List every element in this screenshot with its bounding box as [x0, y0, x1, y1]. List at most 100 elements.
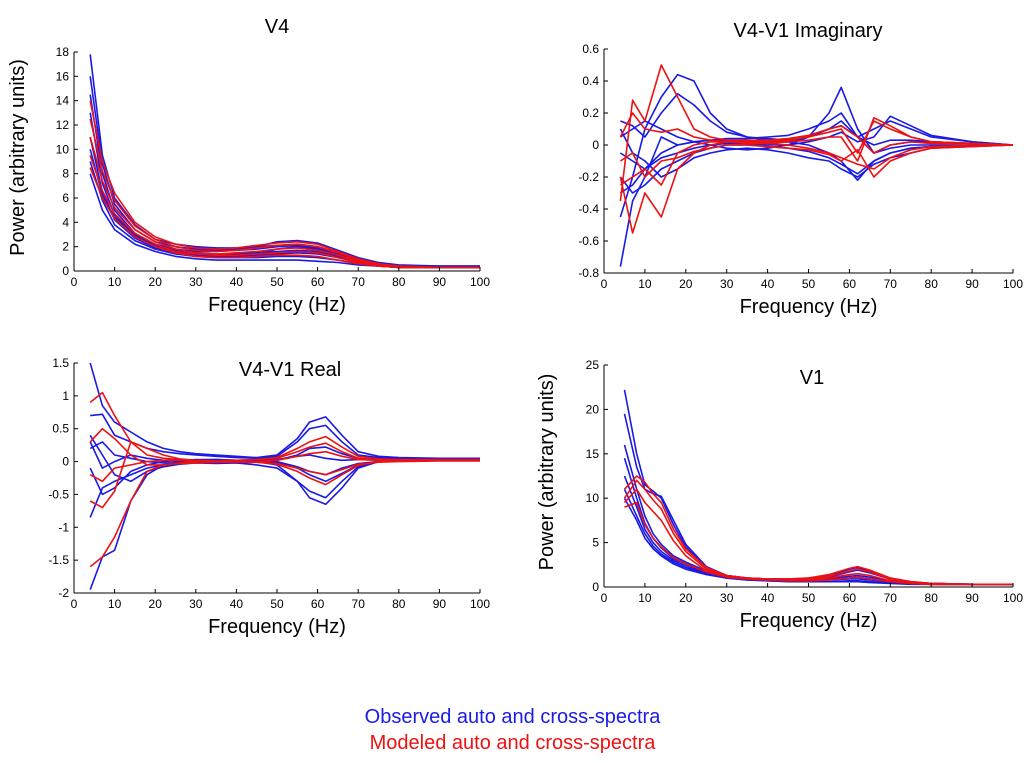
x-tick-label: 100	[1003, 277, 1023, 291]
y-tick-label: -1	[58, 520, 69, 534]
x-tick-label: 0	[71, 597, 78, 611]
observed-series-line	[90, 413, 480, 460]
y-tick-label: 0	[592, 580, 599, 594]
modeled-series-line	[89, 441, 480, 509]
y-tick-label: 20	[586, 402, 600, 416]
series-lines	[619, 64, 1014, 267]
panel-v4: 0 10 20 30 40 50 60 70 80 90 100 0 2 4 6 8 10 12 14 16 18 V4 F…	[7, 16, 490, 316]
y-tick-label: -1.5	[48, 553, 69, 567]
y-tick-label: 16	[56, 69, 70, 83]
panel-v4-v1-imaginary: 0 10 20 30 40 50 60 70 80 90 100 -0.8 -0.6 -0.4 -0.2 0 0…	[578, 20, 1023, 318]
y-tick-label: -0.6	[578, 234, 599, 248]
y-tick-label: -0.2	[578, 170, 599, 184]
x-tick-label: 80	[392, 597, 406, 611]
y-tick-label: 18	[56, 45, 70, 59]
x-tick-label: 70	[352, 275, 366, 289]
modeled-series-line	[89, 136, 480, 269]
modeled-series-line	[619, 112, 1014, 162]
x-tick-label: 30	[720, 277, 734, 291]
x-tick-label: 30	[189, 597, 203, 611]
modeled-series-line	[89, 459, 480, 483]
y-tick-label: 0.2	[582, 106, 599, 120]
y-tick-label: 0.4	[582, 74, 599, 88]
y-tick-label: 1.5	[52, 356, 69, 370]
modeled-series-line	[624, 501, 1013, 586]
x-axis-label: Frequency (Hz)	[740, 296, 878, 318]
x-tick-label: 80	[925, 591, 939, 605]
x-tick-label: 70	[884, 591, 898, 605]
x-tick-label: 50	[802, 277, 816, 291]
y-tick-label: 4	[62, 215, 69, 229]
modeled-series-line	[619, 64, 1014, 202]
x-tick-label: 20	[149, 275, 163, 289]
x-tick-label: 90	[965, 591, 979, 605]
x-tick-label: 50	[270, 597, 284, 611]
series-lines	[89, 54, 480, 269]
x-tick-label: 80	[925, 277, 939, 291]
x-tick-label: 0	[601, 591, 608, 605]
x-tick-label: 100	[470, 597, 490, 611]
x-tick-label: 0	[601, 277, 608, 291]
x-tick-label: 60	[311, 597, 325, 611]
x-tick-label: 70	[884, 277, 898, 291]
y-tick-label: 10	[586, 491, 600, 505]
x-tick-label: 20	[679, 277, 693, 291]
x-axis-label: Frequency (Hz)	[740, 610, 878, 632]
x-tick-label: 40	[230, 275, 244, 289]
modeled-series-line	[89, 100, 480, 269]
y-tick-label: -2	[58, 586, 69, 600]
y-tick-label: 2	[62, 240, 69, 254]
modeled-series-line	[89, 459, 480, 568]
x-axis-label: Frequency (Hz)	[208, 616, 346, 638]
observed-series-line	[623, 413, 1013, 586]
x-tick-label: 60	[843, 591, 857, 605]
x-tick-label: 10	[638, 591, 652, 605]
x-tick-label: 60	[311, 275, 325, 289]
x-tick-label: 50	[802, 591, 816, 605]
x-tick-label: 40	[230, 597, 244, 611]
y-tick-label: 0	[592, 138, 599, 152]
observed-series-line	[89, 458, 480, 590]
modeled-series-line	[623, 479, 1013, 586]
x-tick-label: 10	[638, 277, 652, 291]
modeled-series-line	[89, 167, 480, 269]
x-tick-label: 40	[761, 591, 775, 605]
modeled-series-line	[619, 141, 1013, 234]
x-tick-label: 10	[108, 597, 122, 611]
y-tick-label: 0.5	[52, 422, 69, 436]
panel-v1: 0 10 20 30 40 50 60 70 80 90 100 0 5 10 15 20 25 V1 Freque…	[536, 358, 1023, 632]
observed-series-line	[623, 497, 1013, 586]
x-tick-label: 90	[433, 597, 447, 611]
y-tick-label: -0.8	[578, 266, 599, 280]
y-tick-label: 0	[62, 264, 69, 278]
y-tick-label: 5	[592, 536, 599, 550]
y-tick-label: -0.5	[48, 487, 69, 501]
x-tick-label: 100	[1003, 591, 1023, 605]
observed-series-line	[89, 459, 480, 518]
x-tick-label: 100	[470, 275, 490, 289]
legend-observed: Observed auto and cross-spectra	[364, 706, 661, 728]
modeled-series-line	[619, 144, 1014, 178]
y-tick-label: 1	[62, 389, 69, 403]
y-tick-label: 6	[62, 191, 69, 205]
chart-title: V4-V1 Real	[239, 359, 341, 381]
chart-title: V1	[800, 367, 824, 389]
x-tick-label: 20	[679, 591, 693, 605]
y-tick-label: 25	[586, 358, 600, 372]
y-tick-label: 0.6	[582, 42, 599, 56]
x-tick-label: 30	[720, 591, 734, 605]
y-tick-label: 12	[56, 118, 70, 132]
x-tick-label: 80	[392, 275, 406, 289]
x-tick-label: 90	[433, 275, 447, 289]
observed-series-line	[623, 389, 1013, 586]
y-tick-label: 15	[586, 447, 600, 461]
y-axis-label: Power (arbitrary units)	[536, 374, 558, 571]
chart-title: V4-V1 Imaginary	[734, 20, 883, 42]
panel-v4-v1-real: 0 10 20 30 40 50 60 70 80 90 100 -2 -1.5 -1 -0.5 0 0.5 1 1…	[48, 356, 490, 638]
x-tick-label: 20	[149, 597, 163, 611]
x-tick-label: 30	[189, 275, 203, 289]
x-tick-label: 90	[965, 277, 979, 291]
series-lines	[89, 362, 480, 590]
x-tick-label: 70	[352, 597, 366, 611]
